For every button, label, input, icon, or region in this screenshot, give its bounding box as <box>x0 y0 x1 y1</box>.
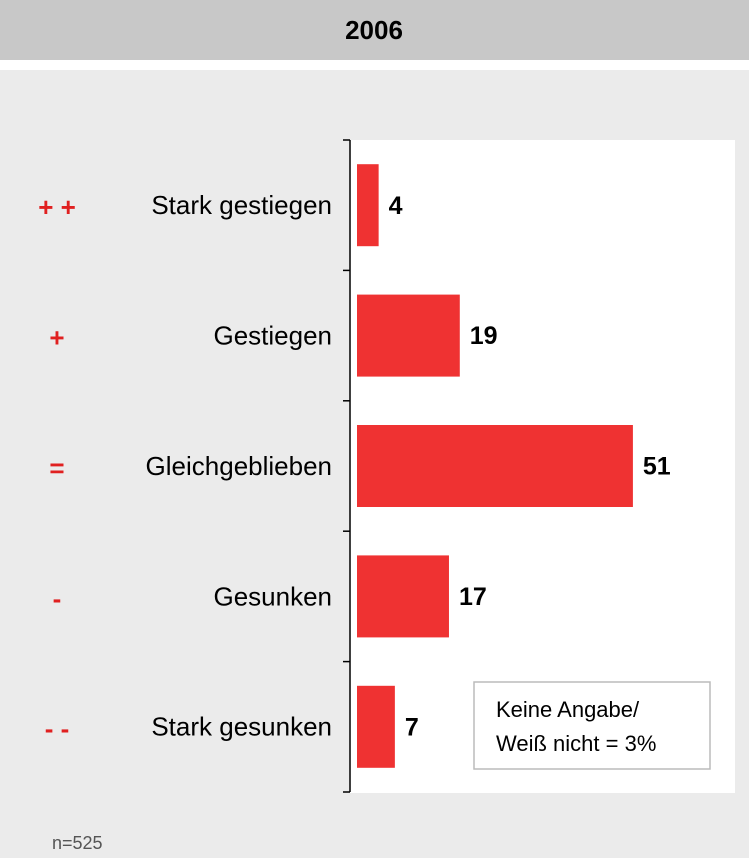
category-label: Stark gesunken <box>151 712 332 742</box>
category-symbol: + + <box>38 192 76 222</box>
category-label: Gleichgeblieben <box>146 451 332 481</box>
category-symbol: - - <box>45 714 70 744</box>
header <box>0 0 749 60</box>
value-label: 17 <box>459 583 487 611</box>
footnote: n=525 <box>52 833 103 853</box>
chart-title: 2006 <box>345 15 403 45</box>
category-symbol: - <box>53 583 62 613</box>
value-label: 7 <box>405 713 419 741</box>
value-label: 19 <box>470 322 498 350</box>
note-box <box>473 681 711 770</box>
value-label: 4 <box>389 192 403 220</box>
category-label: Gesunken <box>213 581 332 611</box>
category-label: Stark gestiegen <box>151 190 332 220</box>
category-symbol: + <box>49 322 64 352</box>
bar <box>357 685 395 768</box>
bar <box>357 294 460 377</box>
note-text: Weiß nicht = 3% <box>496 731 656 756</box>
bar <box>357 425 633 507</box>
note-text: Keine Angabe/ <box>496 697 640 722</box>
bar <box>357 164 379 247</box>
category-symbol: = <box>49 453 64 483</box>
category-label: Gestiegen <box>213 320 332 350</box>
value-label: 51 <box>643 453 671 481</box>
bar <box>357 555 449 638</box>
